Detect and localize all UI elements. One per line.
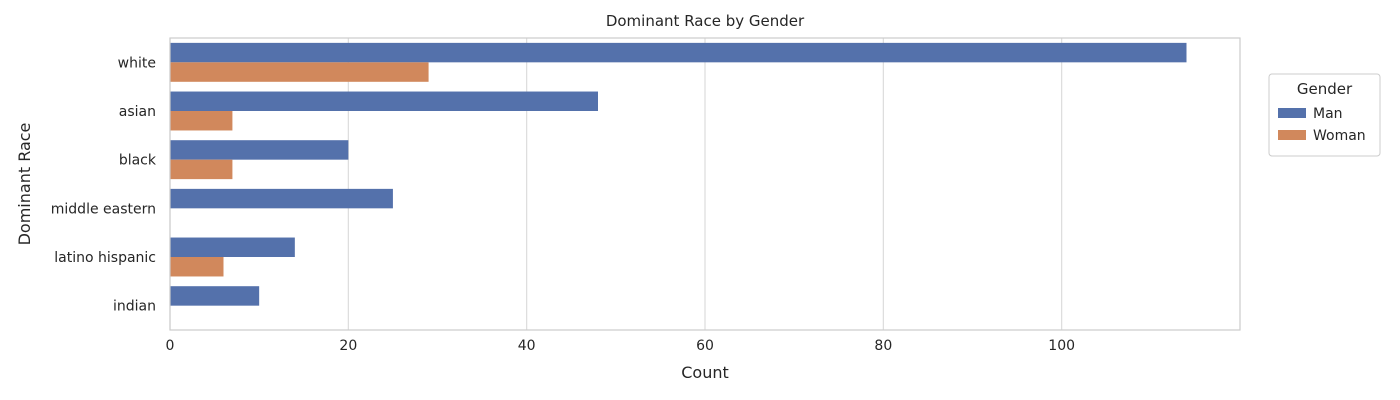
y-tick-label: indian — [113, 299, 156, 315]
legend-label-woman: Woman — [1313, 128, 1366, 144]
legend: Gender Man Woman — [1268, 73, 1381, 157]
legend-swatch-woman — [1278, 130, 1306, 140]
bar-man — [170, 237, 295, 257]
x-tick-label: 40 — [518, 338, 536, 354]
y-tick-label: black — [119, 153, 157, 169]
y-tick-label: latino hispanic — [54, 250, 156, 266]
legend-swatch-man — [1278, 108, 1306, 118]
bars — [170, 42, 1187, 306]
legend-label-man: Man — [1313, 106, 1343, 122]
y-tick-label: asian — [119, 104, 156, 120]
bar-woman — [170, 111, 233, 131]
bar-woman — [170, 159, 233, 180]
bar-man — [170, 140, 349, 160]
bar-woman — [170, 62, 429, 82]
y-axis-label: Dominant Race — [15, 123, 34, 246]
x-tick-label: 0 — [166, 338, 175, 354]
bar-man — [170, 91, 598, 111]
legend-items: Man Woman — [1278, 106, 1366, 144]
chart-title: Dominant Race by Gender — [606, 12, 805, 30]
plot-frame — [169, 37, 1241, 331]
x-ticks: 0 20 40 60 80 100 — [166, 338, 1075, 354]
bar-man — [170, 42, 1187, 63]
y-tick-label: middle eastern — [51, 201, 156, 217]
bar-woman — [170, 257, 224, 277]
x-tick-label: 80 — [874, 338, 892, 354]
bar-man — [170, 188, 393, 209]
x-tick-label: 100 — [1048, 338, 1075, 354]
x-tick-label: 20 — [339, 338, 357, 354]
y-ticks: white asian black middle eastern latino hisp… — [51, 55, 157, 314]
x-tick-label: 60 — [696, 338, 714, 354]
x-axis-label: Count — [681, 363, 729, 382]
bar-man — [170, 286, 260, 306]
y-tick-label: white — [118, 55, 156, 71]
legend-title: Gender — [1297, 80, 1353, 98]
